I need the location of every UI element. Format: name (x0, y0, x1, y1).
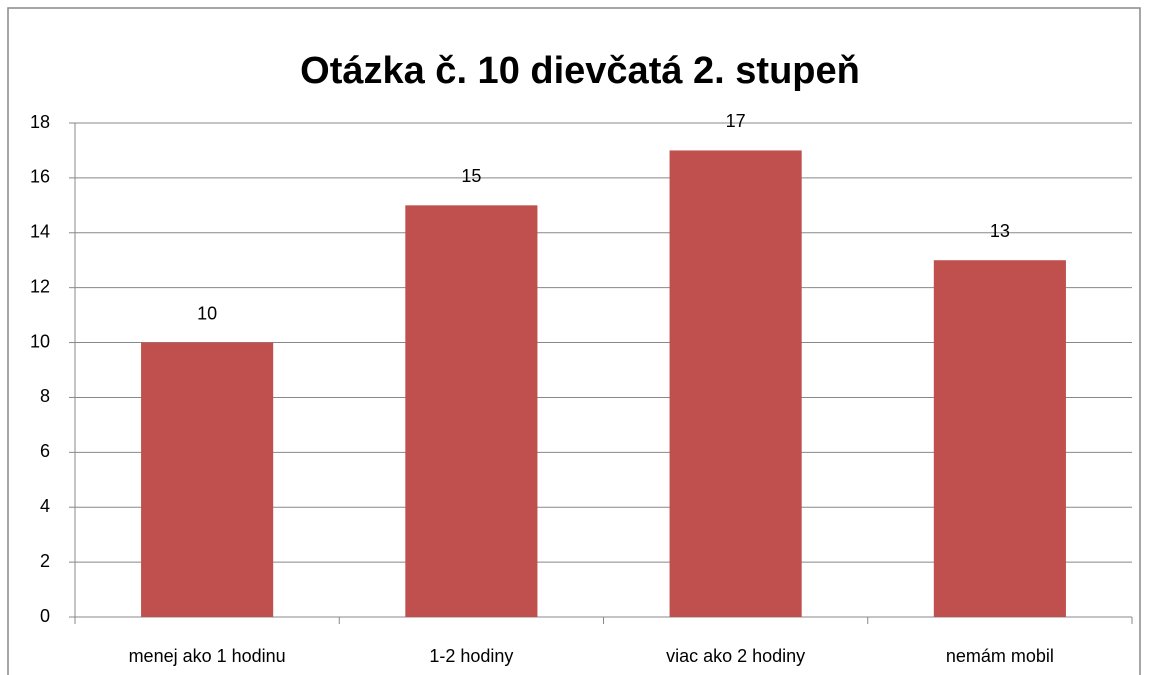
chart-border (7, 7, 1141, 675)
data-label: 10 (197, 303, 217, 323)
x-tick-label: menej ako 1 hodinu (129, 646, 286, 666)
y-tick-label: 10 (30, 331, 50, 351)
y-tick-label: 8 (40, 386, 50, 406)
bar (669, 150, 802, 617)
y-tick-label: 16 (30, 167, 50, 187)
y-tick-label: 0 (40, 606, 50, 626)
data-label: 15 (461, 166, 481, 186)
y-tick-label: 14 (30, 222, 50, 242)
data-label: 17 (726, 111, 746, 131)
y-tick-label: 12 (30, 276, 50, 296)
bar (405, 205, 538, 618)
y-tick-label: 4 (40, 496, 50, 516)
bar (933, 260, 1066, 617)
bar (141, 342, 274, 617)
y-tick-label: 18 (30, 112, 50, 132)
data-label: 13 (990, 221, 1010, 241)
x-tick-label: nemám mobil (946, 646, 1054, 666)
chart-title: Otázka č. 10 dievčatá 2. stupeň (300, 50, 860, 92)
x-tick-label: viac ako 2 hodiny (666, 646, 805, 666)
y-tick-label: 6 (40, 441, 50, 461)
y-tick-label: 2 (40, 551, 50, 571)
x-tick-label: 1-2 hodiny (429, 646, 513, 666)
